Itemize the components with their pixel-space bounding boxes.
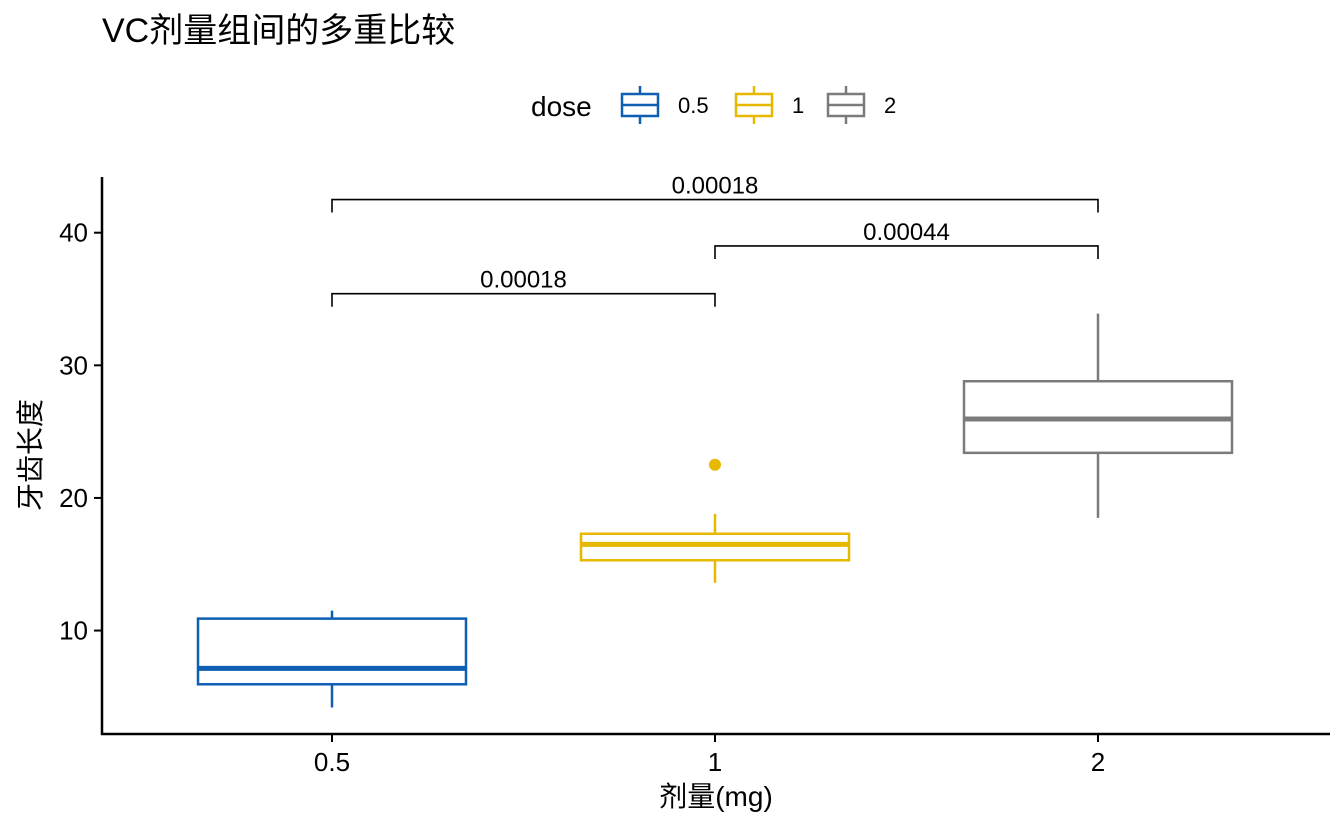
- box-1: [579, 458, 851, 583]
- box-0.5: [196, 610, 468, 708]
- legend-label: 2: [884, 93, 896, 118]
- x-tick-label: 0.5: [314, 747, 350, 777]
- x-axis-title: 剂量(mg): [659, 781, 773, 812]
- bracket-line: [331, 292, 716, 307]
- p-value-label: 0.00018: [672, 173, 759, 200]
- x-tick-label: 2: [1091, 747, 1105, 777]
- legend: dose 0.5 1 2: [531, 86, 896, 124]
- comparison-bracket: 0.00044: [714, 219, 1099, 259]
- box-iqr: [579, 532, 851, 562]
- p-value-label: 0.00044: [863, 219, 950, 246]
- plot-area: 10 20 30 40 0.5 1 2 0.00018 0.00044 0.00018: [59, 173, 1330, 777]
- bracket-line: [714, 245, 1099, 259]
- x-tick-label: 1: [708, 747, 722, 777]
- comparison-bracket: 0.00018: [331, 173, 1099, 213]
- y-tick-label: 30: [59, 350, 88, 380]
- bracket-line: [331, 198, 1099, 213]
- comparison-bracket: 0.00018: [331, 267, 716, 307]
- legend-key-1: 1: [734, 86, 804, 124]
- legend-label: 0.5: [678, 93, 709, 118]
- y-tick-label: 20: [59, 483, 88, 513]
- box-2: [962, 313, 1234, 518]
- y-tick-label: 40: [59, 218, 88, 248]
- legend-key-0.5: 0.5: [620, 86, 709, 124]
- box-iqr: [196, 617, 468, 686]
- legend-title: dose: [531, 91, 592, 122]
- chart-title: VC剂量组间的多重比较: [102, 12, 455, 50]
- legend-key-2: 2: [826, 86, 896, 124]
- outlier-point: [709, 458, 721, 471]
- legend-label: 1: [792, 93, 804, 118]
- p-value-label: 0.00018: [480, 267, 567, 294]
- y-axis-title: 牙齿长度: [15, 399, 46, 511]
- y-tick-label: 10: [59, 616, 88, 646]
